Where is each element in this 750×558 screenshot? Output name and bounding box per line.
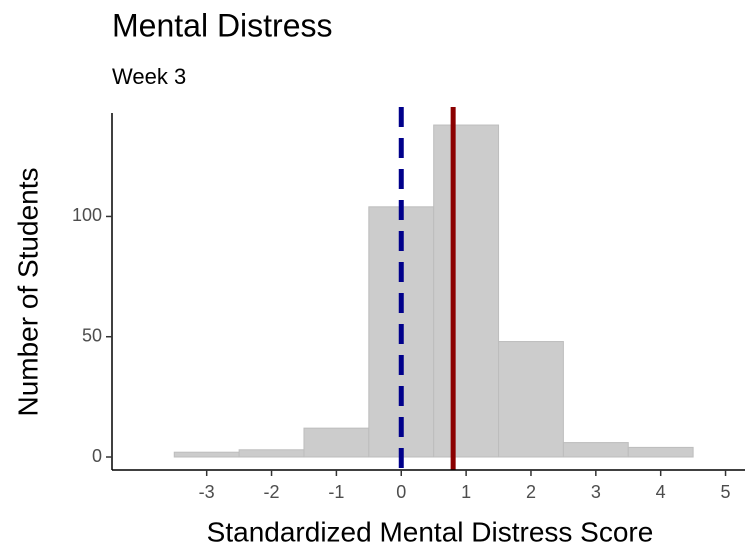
- x-tick-label: 1: [461, 482, 471, 502]
- bar: [562, 442, 629, 458]
- y-tick-label: 100: [72, 205, 102, 225]
- y-axis-title: Number of Students: [12, 167, 43, 416]
- x-tick-label: 2: [526, 482, 536, 502]
- x-tick-label: 5: [721, 482, 731, 502]
- bar: [173, 451, 240, 458]
- x-tick-label: 3: [591, 482, 601, 502]
- x-tick-label: 4: [656, 482, 666, 502]
- bar: [627, 446, 694, 458]
- x-tick-label: 0: [396, 482, 406, 502]
- chart-title: Mental Distress: [112, 7, 333, 43]
- x-tick-label: -1: [328, 482, 344, 502]
- bar: [498, 341, 564, 458]
- bar: [303, 427, 370, 458]
- x-tick-label: -2: [264, 482, 280, 502]
- chart-subtitle: Week 3: [112, 64, 186, 89]
- x-axis-title: Standardized Mental Distress Score: [207, 516, 654, 547]
- bar: [238, 449, 305, 458]
- bar: [433, 124, 500, 458]
- y-tick-label: 50: [82, 325, 102, 345]
- y-tick-label: 0: [92, 446, 102, 466]
- x-tick-label: -3: [199, 482, 215, 502]
